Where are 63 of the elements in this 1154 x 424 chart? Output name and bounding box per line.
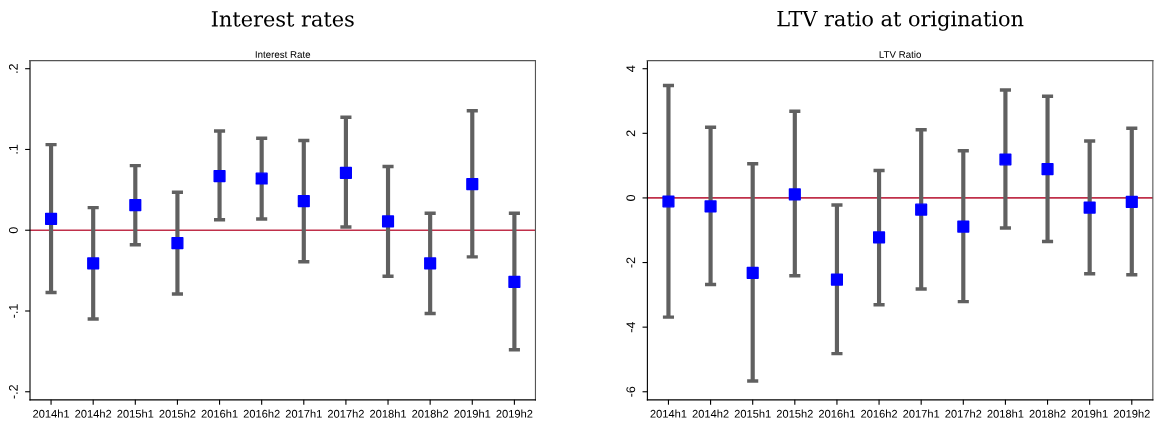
x-tick-label: 2018h1 xyxy=(370,409,407,418)
y-tick-label: 0 xyxy=(8,227,18,234)
point xyxy=(466,178,479,191)
point xyxy=(171,237,184,250)
point xyxy=(87,257,100,270)
chart-subtitle: Interest Rate xyxy=(255,51,311,58)
point xyxy=(957,220,970,233)
point xyxy=(255,172,268,185)
point xyxy=(339,166,352,179)
x-tick-label: 2019h1 xyxy=(454,409,491,418)
point xyxy=(746,266,759,279)
point xyxy=(297,195,310,208)
x-tick-label: 2014h1 xyxy=(650,409,687,418)
y-tick-label: 4 xyxy=(626,65,636,72)
x-tick-label: 2014h1 xyxy=(33,409,70,418)
point xyxy=(999,153,1012,166)
x-tick-label: 2016h1 xyxy=(201,409,238,418)
y-tick-label: -6 xyxy=(626,386,636,397)
x-tick-label: 2018h1 xyxy=(987,409,1024,418)
point xyxy=(44,212,58,225)
point xyxy=(662,195,675,208)
point xyxy=(1125,195,1138,208)
point xyxy=(381,215,395,228)
x-tick-label: 2018h2 xyxy=(412,409,449,418)
chart-subtitle: LTV Ratio xyxy=(879,50,921,58)
chart-title: LTV ratio at origination xyxy=(777,10,1024,31)
point xyxy=(915,203,928,216)
x-tick-label: 2018h2 xyxy=(1029,409,1066,418)
y-tick-label: 2 xyxy=(626,130,636,137)
y-tick-label: -4 xyxy=(626,321,636,333)
x-tick-label: 2017h2 xyxy=(945,409,982,418)
y-tick-label: -.1 xyxy=(9,304,18,318)
y-tick-label: .2 xyxy=(8,64,18,73)
point xyxy=(788,188,801,201)
point xyxy=(424,257,437,270)
x-tick-label: 2017h2 xyxy=(327,409,364,418)
point xyxy=(872,231,886,244)
x-tick-label: 2016h2 xyxy=(243,409,280,418)
x-tick-label: 2015h2 xyxy=(159,409,196,418)
point xyxy=(1083,201,1096,214)
x-tick-label: 2016h2 xyxy=(861,409,898,418)
x-tick-label: 2015h1 xyxy=(734,409,771,418)
y-tick-label: -.2 xyxy=(8,385,18,399)
x-tick-label: 2015h1 xyxy=(117,409,154,418)
point xyxy=(830,273,844,286)
x-tick-label: 2019h2 xyxy=(1113,409,1150,418)
point xyxy=(704,200,717,213)
x-tick-label: 2014h2 xyxy=(692,409,729,418)
point xyxy=(508,275,521,288)
point xyxy=(129,199,142,212)
x-tick-label: 2016h1 xyxy=(818,409,855,418)
x-tick-label: 2019h1 xyxy=(1071,409,1108,418)
point xyxy=(1041,163,1054,176)
y-tick-label: -2 xyxy=(626,257,636,268)
y-tick-label: .1 xyxy=(9,144,18,154)
x-tick-label: 2014h2 xyxy=(75,409,112,418)
x-tick-label: 2019h2 xyxy=(496,409,533,418)
chart-title: Interest rates xyxy=(211,11,354,27)
point xyxy=(213,170,226,183)
x-tick-label: 2017h1 xyxy=(903,409,940,418)
y-tick-label: 0 xyxy=(626,194,636,201)
x-tick-label: 2015h2 xyxy=(776,409,813,418)
x-tick-label: 2017h1 xyxy=(285,409,322,418)
